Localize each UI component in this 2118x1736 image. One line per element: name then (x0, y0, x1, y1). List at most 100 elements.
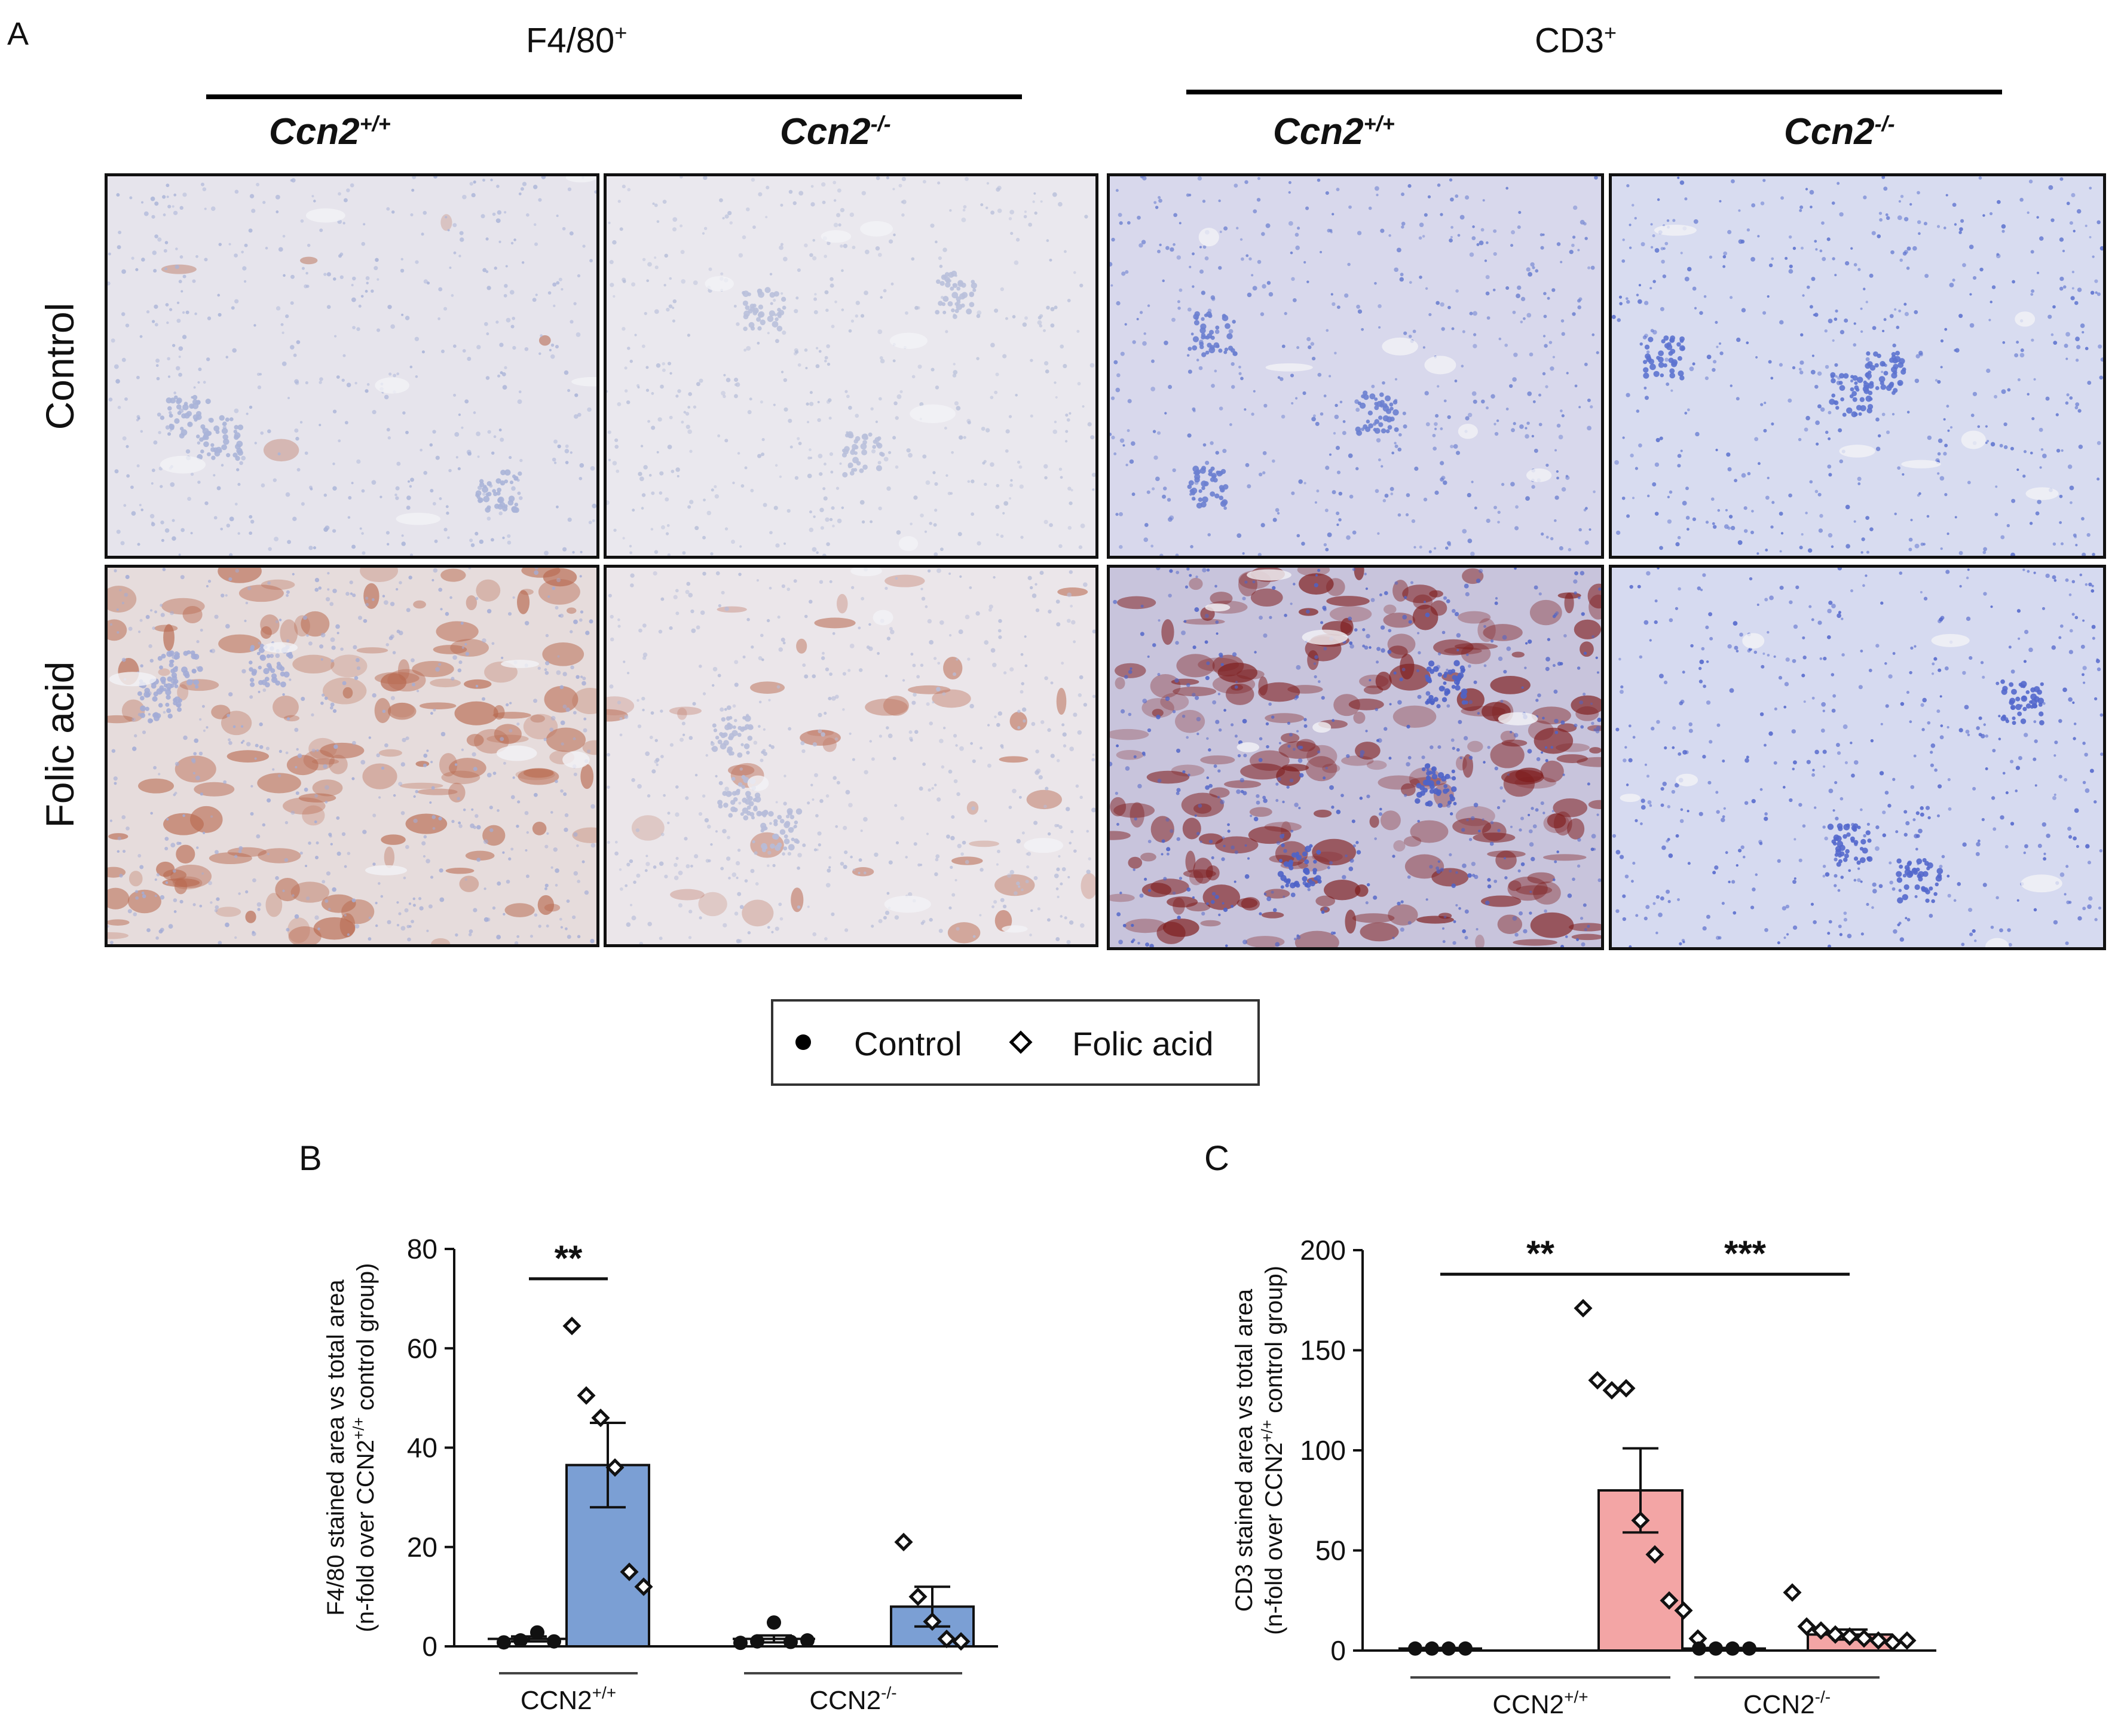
nucleus (812, 256, 817, 261)
nucleus (997, 711, 1003, 716)
nucleus (398, 782, 403, 786)
nucleus (2028, 179, 2033, 183)
nucleus (559, 685, 564, 690)
nucleus (1370, 598, 1375, 602)
nucleus (746, 207, 750, 212)
nucleus (1266, 896, 1272, 901)
nucleus (1317, 680, 1321, 683)
nucleus (1723, 251, 1728, 256)
stain-blot (464, 679, 492, 689)
nucleus (1518, 210, 1522, 215)
nucleus (675, 394, 679, 398)
nucleus (617, 700, 622, 705)
nucleus (2002, 341, 2006, 344)
nucleus (901, 213, 905, 217)
nucleus (2098, 344, 2102, 349)
nucleus (736, 322, 740, 326)
nucleus (1425, 613, 1430, 617)
nucleus (1067, 486, 1072, 491)
nucleus (1026, 865, 1030, 869)
nucleus (2050, 218, 2055, 222)
nucleus (921, 596, 926, 601)
nucleus (1314, 583, 1318, 587)
nucleus (1537, 693, 1541, 697)
nucleus (1253, 390, 1256, 393)
nucleus (849, 212, 855, 218)
nucleus (1391, 451, 1395, 455)
nucleus (332, 529, 336, 533)
row-label-control: Control (38, 302, 82, 430)
nucleus (852, 758, 855, 761)
nucleus (2001, 389, 2006, 394)
nucleus (1323, 543, 1327, 547)
nucleus (486, 286, 491, 290)
glomerulus-nucleus (1643, 372, 1649, 379)
nucleus (453, 393, 457, 397)
nucleus (167, 204, 172, 209)
nucleus (351, 297, 356, 302)
nucleus (426, 749, 429, 752)
stain-blot (1294, 930, 1339, 947)
nucleus (726, 856, 731, 861)
nucleus (619, 733, 623, 737)
nucleus (1456, 748, 1460, 752)
nucleus (1259, 912, 1262, 916)
nucleus (920, 513, 924, 518)
nucleus (1639, 342, 1643, 346)
nucleus (400, 258, 403, 261)
nucleus (579, 575, 582, 578)
nucleus (672, 217, 678, 222)
nucleus (1804, 427, 1808, 432)
micrograph-cd3-wt-folic (1107, 565, 1604, 950)
stain-blot (1200, 755, 1235, 765)
nucleus (401, 541, 406, 546)
nucleus (767, 332, 770, 335)
nucleus (2066, 393, 2070, 397)
nucleus (475, 814, 479, 818)
nucleus (1007, 873, 1012, 878)
nucleus (1407, 184, 1412, 188)
stain-blot (1580, 641, 1594, 657)
nucleus (992, 663, 997, 668)
nucleus (798, 442, 802, 446)
glomerulus-nucleus (1201, 480, 1207, 487)
nucleus (851, 586, 855, 589)
nucleus (231, 306, 235, 310)
nucleus (1375, 489, 1379, 493)
nucleus (1052, 429, 1058, 434)
nucleus (2092, 255, 2095, 258)
nucleus (197, 441, 201, 445)
nucleus (1712, 368, 1716, 372)
glomerulus-nucleus (1827, 823, 1834, 830)
nucleus (1296, 935, 1301, 940)
nucleus (1455, 451, 1461, 455)
glomerulus-nucleus (936, 279, 941, 284)
nucleus (1695, 431, 1700, 437)
nucleus (351, 284, 354, 287)
nucleus (546, 832, 549, 835)
nucleus (204, 501, 209, 506)
nucleus (1092, 754, 1095, 757)
nucleus (718, 604, 721, 608)
nucleus (262, 823, 266, 827)
nucleus (512, 317, 516, 320)
nucleus (1265, 223, 1271, 228)
nucleus (1124, 323, 1127, 326)
nucleus (1461, 828, 1465, 832)
nucleus (1692, 517, 1697, 521)
nucleus (1574, 723, 1578, 728)
glomerulus-nucleus (777, 815, 782, 820)
nucleus (1788, 269, 1793, 274)
nucleus (285, 492, 290, 497)
stain-blot (108, 715, 134, 724)
nucleus (275, 620, 279, 623)
nucleus (627, 188, 631, 192)
stain-blot (1249, 807, 1272, 817)
nucleus (311, 195, 314, 198)
nucleus (1626, 184, 1630, 188)
nucleus (644, 869, 648, 872)
nucleus (401, 313, 404, 316)
nucleus (1002, 354, 1007, 359)
nucleus (651, 392, 654, 395)
nucleus (1283, 849, 1287, 853)
